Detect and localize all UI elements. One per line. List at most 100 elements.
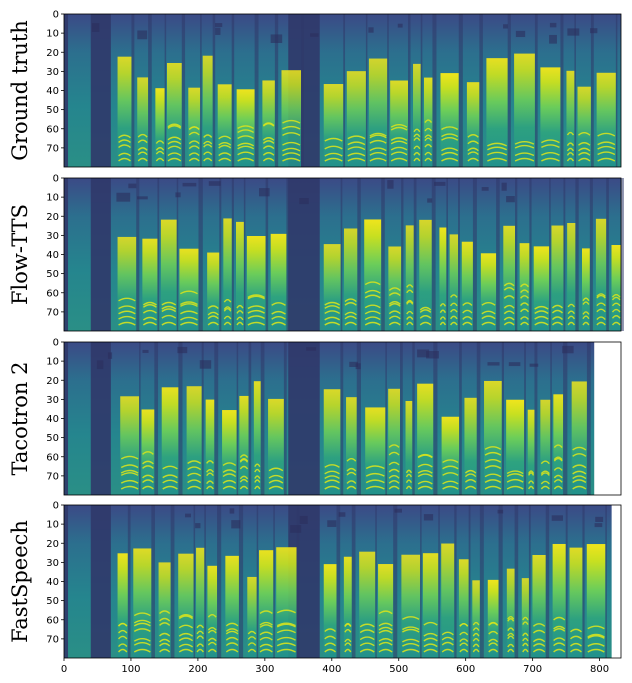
voiced-segment: [390, 14, 411, 167]
harmonic-stripe: [178, 648, 194, 653]
voiced-segment-body: [611, 245, 621, 331]
voiced-segment-body: [449, 234, 459, 331]
segment-gap: [565, 505, 568, 658]
harmonic-stripe: [223, 306, 232, 310]
harmonic-stripe: [406, 299, 414, 304]
harmonic-stripe: [405, 473, 412, 478]
harmonic-stripe: [369, 157, 387, 162]
low-energy-patch: [231, 520, 241, 529]
y-tick-label: 60: [46, 288, 59, 299]
harmonic-stripe: [254, 468, 261, 473]
x-tick-label: 200: [188, 664, 207, 675]
segment-gap: [412, 342, 415, 495]
voiced-segment: [155, 14, 167, 167]
harmonic-stripe: [528, 480, 535, 484]
harmonic-stripe: [359, 629, 375, 634]
x-tick-label: 600: [456, 664, 475, 675]
harmonic-stripe: [207, 627, 217, 631]
harmonic-stripe: [254, 463, 261, 468]
segment-gap: [458, 178, 460, 331]
harmonic-stripe: [142, 479, 154, 484]
voiced-segment-body: [439, 227, 447, 331]
harmonic-stripe: [271, 302, 286, 306]
harmonic-stripe: [424, 119, 433, 123]
harmonic-stripe: [390, 146, 408, 151]
voiced-segment: [441, 505, 457, 658]
segment-gap: [515, 178, 518, 331]
harmonic-stripe: [236, 316, 244, 321]
harmonic-stripe: [406, 289, 414, 294]
harmonic-stripe: [161, 308, 177, 313]
harmonic-stripe: [262, 157, 275, 162]
voiced-segment: [276, 505, 300, 658]
voiced-segment-body: [276, 547, 297, 658]
harmonic-stripe: [441, 147, 459, 152]
voiced-segment-body: [480, 253, 497, 331]
harmonic-stripe: [133, 638, 151, 642]
silence-region: [90, 505, 111, 658]
segment-gap: [131, 14, 135, 167]
harmonic-stripe: [442, 472, 459, 476]
harmonic-stripe: [276, 636, 296, 641]
harmonic-stripe: [159, 610, 171, 615]
harmonic-stripe: [206, 480, 214, 485]
voiced-segment-body: [155, 88, 165, 167]
harmonic-stripe: [364, 321, 381, 326]
harmonic-stripe: [237, 151, 255, 156]
segment-gap: [200, 14, 202, 167]
harmonic-stripe: [582, 297, 590, 302]
harmonic-stripe: [133, 641, 151, 646]
y-tick-label: 30: [46, 231, 59, 242]
harmonic-stripe: [239, 465, 249, 470]
harmonic-stripe: [324, 485, 340, 490]
harmonic-stripe: [388, 468, 400, 473]
segment-gap: [468, 505, 471, 658]
segment-gap: [139, 342, 141, 495]
y-tick-label: 60: [46, 615, 59, 626]
voiced-segment: [532, 505, 550, 658]
harmonic-stripe: [423, 637, 438, 642]
low-energy-patch: [299, 198, 309, 205]
x-tick-label: 500: [389, 664, 408, 675]
harmonic-stripe: [484, 465, 502, 469]
voiced-segment-body: [137, 77, 149, 167]
harmonic-stripe: [196, 635, 204, 639]
harmonic-stripe: [566, 157, 575, 162]
voiced-segment: [514, 14, 538, 167]
harmonic-stripe: [507, 632, 515, 637]
harmonic-stripe: [271, 310, 286, 315]
low-energy-patch: [290, 525, 302, 533]
harmonic-stripe: [587, 625, 605, 630]
voiced-segment: [196, 505, 206, 658]
low-energy-patch: [487, 362, 500, 366]
voiced-segment-body: [419, 219, 432, 331]
harmonic-stripe: [503, 310, 515, 315]
harmonic-stripe: [207, 641, 217, 646]
low-energy-patch: [215, 23, 223, 28]
voiced-segment: [577, 14, 594, 167]
harmonic-stripe: [161, 321, 177, 326]
harmonic-stripe: [120, 455, 139, 460]
harmonic-stripe: [364, 304, 381, 309]
voiced-segment-body: [161, 387, 179, 495]
segment-gap: [254, 14, 259, 167]
harmonic-stripe: [247, 295, 265, 300]
harmonic-stripe: [155, 147, 165, 151]
harmonic-stripe: [196, 630, 204, 635]
voiced-segment: [270, 178, 289, 331]
harmonic-stripe: [503, 295, 515, 299]
harmonic-stripe: [247, 648, 257, 653]
harmonic-stripe: [259, 631, 273, 636]
segment-gap: [148, 14, 152, 167]
harmonic-stripe: [167, 140, 182, 145]
harmonic-stripe: [187, 472, 202, 477]
harmonic-stripe: [237, 145, 255, 150]
segment-gap: [154, 342, 159, 495]
low-energy-patch: [549, 34, 557, 44]
harmonic-stripe: [178, 637, 194, 642]
harmonic-stripe: [378, 622, 393, 627]
harmonic-stripe: [520, 316, 529, 320]
harmonic-stripe: [488, 642, 499, 647]
harmonic-stripe: [225, 636, 239, 641]
segment-gap: [514, 505, 519, 658]
